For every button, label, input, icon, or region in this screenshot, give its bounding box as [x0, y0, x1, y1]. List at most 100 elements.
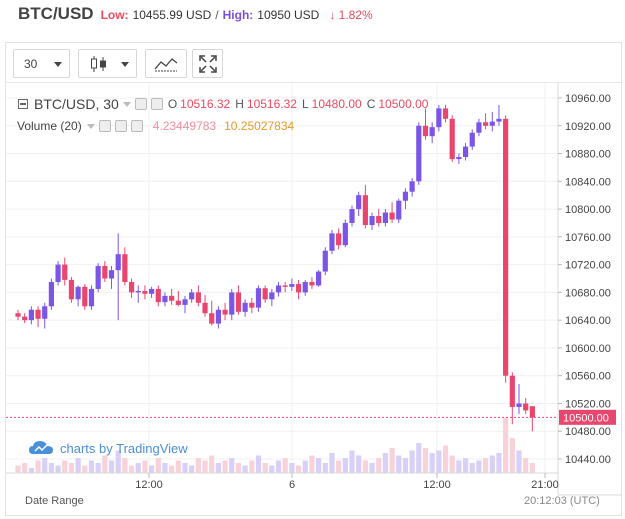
price-tick-label: 10600.00: [565, 343, 611, 355]
candle-body: [316, 271, 322, 286]
eye-icon[interactable]: [134, 98, 147, 110]
volume-bar: [22, 463, 28, 473]
candle-body: [409, 181, 415, 192]
volume-bar: [289, 463, 295, 473]
candle: [195, 285, 201, 307]
indicators-button[interactable]: [145, 49, 187, 78]
volume-bar: [483, 458, 489, 473]
candle-body: [342, 222, 348, 246]
candle-body: [462, 146, 469, 158]
candle-body: [209, 313, 215, 324]
volume-bar: [529, 463, 535, 473]
chevron-down-icon: [54, 62, 62, 67]
candle: [389, 202, 395, 223]
chevron-down-icon[interactable]: [122, 101, 131, 107]
volume-bar: [82, 465, 88, 473]
settings-icon[interactable]: [114, 120, 127, 132]
volume-bar: [503, 418, 509, 473]
candle: [215, 306, 221, 329]
volume-bar: [409, 450, 415, 473]
chart-area[interactable]: 10960.00 10920.00 10880.00 10840.00 10800.00…: [6, 83, 621, 515]
interval-select[interactable]: 30: [13, 49, 70, 78]
candle-body: [249, 302, 255, 308]
candle-body: [503, 118, 509, 376]
candle-body: [128, 281, 135, 293]
fullscreen-button[interactable]: [192, 49, 223, 78]
main-series-legend: BTC/USD, 30 O 10516.32 H 10516.32 L 1048…: [18, 96, 428, 112]
candle-body: [436, 108, 442, 128]
candle: [356, 191, 362, 217]
candle: [209, 300, 215, 326]
candle: [336, 228, 342, 250]
candle: [75, 285, 81, 307]
candle: [262, 285, 268, 303]
price-tick-label: 10480.00: [565, 426, 611, 438]
volume-bar: [169, 465, 175, 473]
volume-bar: [275, 460, 282, 473]
candle: [342, 219, 348, 248]
eye-icon[interactable]: [98, 120, 111, 132]
chart-style-select[interactable]: [78, 49, 137, 78]
volume-bar: [35, 460, 41, 473]
volume-bar: [62, 460, 68, 473]
volume-bar: [202, 460, 208, 473]
collapse-legend-icon[interactable]: [18, 99, 28, 109]
candle: [202, 295, 208, 317]
volume-bar: [142, 460, 148, 473]
volume-bar: [28, 468, 34, 473]
candle-body: [175, 300, 181, 305]
volume-bar: [449, 455, 455, 473]
candle-body: [255, 288, 262, 308]
volume-bar: [195, 458, 201, 473]
volume-bar: [462, 458, 469, 473]
candle: [162, 292, 168, 307]
price-chart[interactable]: 10960.00 10920.00 10880.00 10840.00 10800.00…: [6, 83, 621, 515]
candle: [396, 198, 402, 223]
candle: [449, 115, 455, 162]
ticker-header: BTC/USD Low: 10455.99 USD / High: 10950 …: [18, 4, 373, 28]
date-range-button[interactable]: Date Range: [25, 495, 84, 507]
price-tick-label: 10760.00: [565, 232, 611, 244]
candle: [382, 209, 388, 227]
volume-bar: [135, 463, 141, 473]
candle-body: [189, 292, 195, 300]
candle-body: [376, 216, 382, 223]
candle: [362, 184, 368, 229]
candle: [436, 104, 442, 132]
candle-body: [215, 309, 221, 324]
candle-body: [108, 270, 115, 279]
volume-bar: [155, 458, 161, 473]
time-tick-label: 21:00: [531, 479, 559, 491]
low-value: 10455.99 USD: [132, 8, 212, 22]
volume-bar: [416, 443, 422, 473]
volume-bar: [402, 458, 409, 473]
candle: [122, 247, 128, 286]
candle-body: [88, 288, 95, 307]
candle-body: [42, 306, 48, 319]
volume-bar: [15, 465, 21, 473]
volume-value: 4.23449783: [152, 119, 217, 133]
chevron-down-icon[interactable]: [86, 123, 95, 129]
open-label: O: [167, 97, 178, 111]
interval-value: 30: [24, 56, 38, 71]
volume-bar: [489, 455, 495, 473]
candle: [416, 122, 422, 185]
time-tick-label: 6: [289, 479, 295, 491]
close-icon[interactable]: [130, 120, 143, 132]
candle: [62, 257, 68, 286]
candle-body: [489, 121, 495, 126]
legend-symbol: BTC/USD, 30: [34, 96, 119, 112]
volume-bar: [389, 448, 395, 473]
last-price-label: 10500.00: [563, 412, 609, 424]
candle-body: [416, 125, 422, 182]
candle: [523, 397, 529, 414]
chevron-down-icon: [121, 62, 129, 67]
price-tick-label: 10800.00: [565, 204, 611, 216]
tradingview-watermark[interactable]: charts by TradingView: [28, 440, 188, 456]
price-tick-label: 10840.00: [565, 176, 611, 188]
volume-bar: [122, 458, 128, 473]
watermark-text: charts by TradingView: [60, 440, 188, 456]
volume-bar: [309, 455, 315, 473]
volume-bar: [356, 455, 362, 473]
settings-icon[interactable]: [150, 98, 163, 110]
